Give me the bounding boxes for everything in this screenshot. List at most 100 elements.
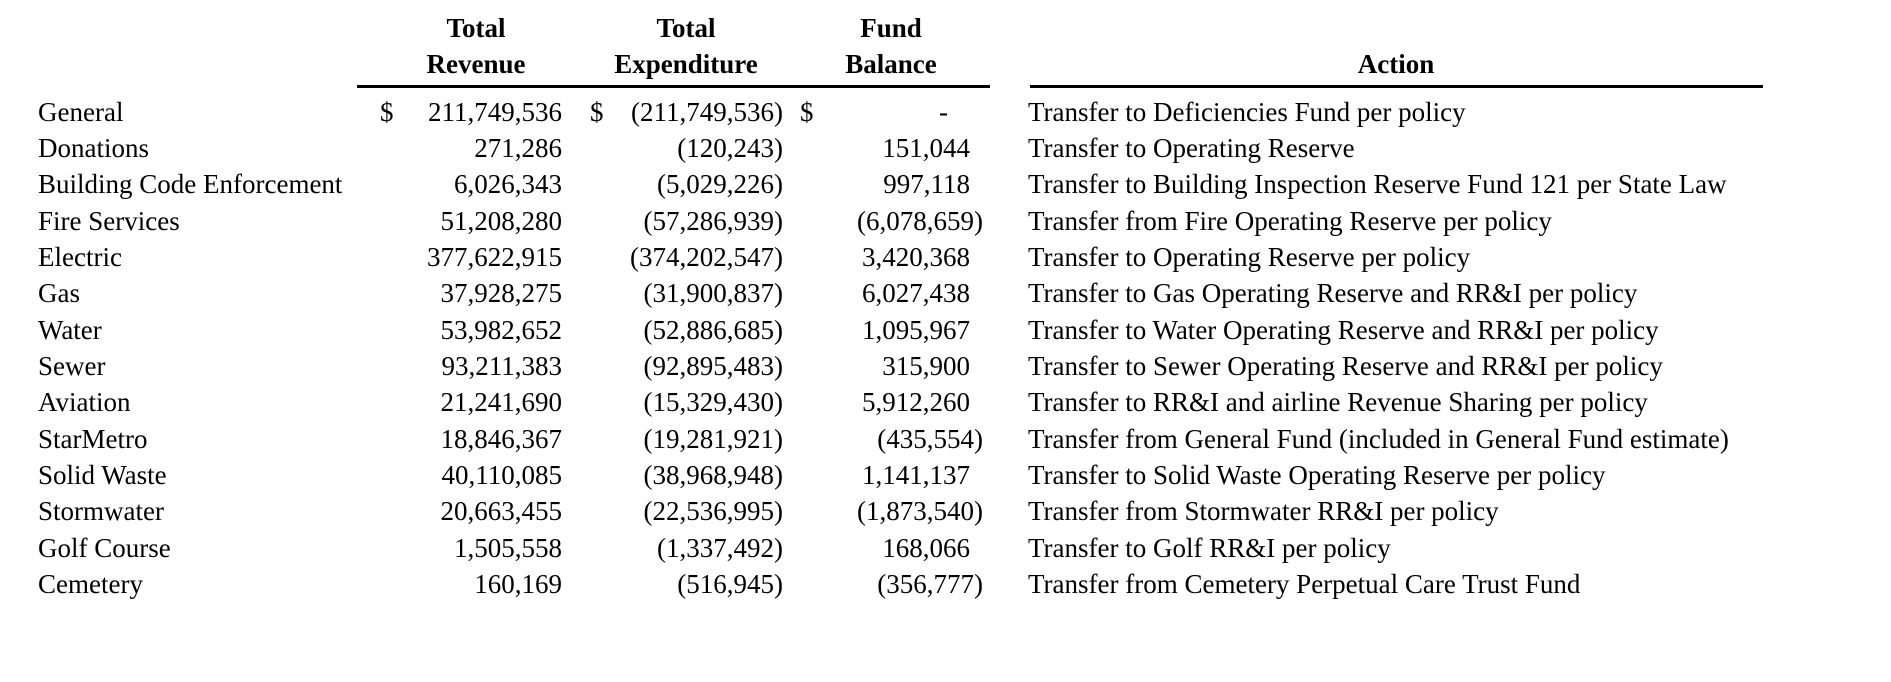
table-body: General $211,749,536 $ (211,749,536) $ - Trans… <box>0 94 1891 603</box>
revenue-cell: $211,749,536 <box>380 97 575 128</box>
table-row: Stormwater 20,663,455 (22,536,995) (1,873,5… <box>0 494 1891 530</box>
header-total-revenue-line2: Revenue <box>426 49 526 79</box>
expenditure-value: (120,243) <box>677 132 783 163</box>
revenue-value: 20,663,455 <box>440 496 563 527</box>
expenditure-value: (516,945) <box>677 568 783 599</box>
header-total-expenditure-line1: Total <box>656 13 716 43</box>
revenue-value: 18,846,367 <box>440 423 563 454</box>
table-row: General $211,749,536 $ (211,749,536) $ - Trans… <box>0 94 1891 130</box>
balance-value: (1,873,540) <box>857 496 983 527</box>
table-row: Cemetery 160,169 (516,945) (356,777) Transfe… <box>0 566 1891 602</box>
expenditure-cell: (57,286,939) <box>590 206 783 237</box>
revenue-value: 37,928,275 <box>440 278 563 309</box>
action-text: Transfer to Operating Reserve <box>1028 132 1355 163</box>
action-text: Transfer to Golf RR&I per policy <box>1028 532 1391 563</box>
expenditure-cell: (516,945) <box>590 569 783 600</box>
revenue-value: 21,241,690 <box>440 387 563 418</box>
revenue-value: 53,982,652 <box>440 314 563 345</box>
fund-name: Sewer <box>38 350 106 381</box>
fund-name: General <box>38 96 124 127</box>
balance-cell: 1,095,967 <box>800 315 983 346</box>
expenditure-value: (38,968,948) <box>643 459 783 490</box>
header-fund-balance: Fund Balance <box>731 10 1051 82</box>
balance-cell: (1,873,540) <box>800 496 983 527</box>
action-text: Transfer to Water Operating Reserve and … <box>1028 314 1659 345</box>
revenue-value: 1,505,558 <box>454 532 562 563</box>
revenue-cell: 18,846,367 <box>380 424 575 455</box>
action-text: Transfer from General Fund (included in … <box>1028 423 1729 454</box>
balance-cell: 315,900 <box>800 351 983 382</box>
revenue-value: 6,026,343 <box>454 169 562 200</box>
header-total-revenue-line1: Total <box>446 13 506 43</box>
action-text: Transfer from Cemetery Perpetual Care Tr… <box>1028 568 1581 599</box>
action-text: Transfer from Fire Operating Reserve per… <box>1028 205 1552 236</box>
expenditure-cell: (19,281,921) <box>590 424 783 455</box>
expenditure-cell: (5,029,226) <box>590 169 783 200</box>
action-text: Transfer to Deficiencies Fund per policy <box>1028 96 1466 127</box>
table-row: Gas 37,928,275 (31,900,837) 6,027,438 Transf… <box>0 276 1891 312</box>
fund-name: Solid Waste <box>38 459 167 490</box>
action-text: Transfer from Stormwater RR&I per policy <box>1028 496 1499 527</box>
balance-cell: 3,420,368 <box>800 242 983 273</box>
revenue-cell: 271,286 <box>380 133 575 164</box>
balance-value: 6,027,438 <box>862 278 970 309</box>
revenue-cell: 53,982,652 <box>380 315 575 346</box>
expenditure-cell: $ (211,749,536) <box>590 97 783 128</box>
expenditure-value: (15,329,430) <box>643 387 783 418</box>
table-row: Building Code Enforcement 6,026,343 (5,029… <box>0 167 1891 203</box>
balance-value: 1,095,967 <box>862 314 970 345</box>
expenditure-cell: (22,536,995) <box>590 496 783 527</box>
balance-cell: 151,044 <box>800 133 983 164</box>
table-row: StarMetro 18,846,367 (19,281,921) (435,554)… <box>0 421 1891 457</box>
fund-name: Stormwater <box>38 496 164 527</box>
action-text: Transfer to Operating Reserve per policy <box>1028 241 1471 272</box>
fund-name: Golf Course <box>38 532 171 563</box>
table-row: Sewer 93,211,383 (92,895,483) 315,900 Transf… <box>0 348 1891 384</box>
expenditure-cell: (31,900,837) <box>590 278 783 309</box>
balance-cell: 997,118 <box>800 169 983 200</box>
revenue-cell: 37,928,275 <box>380 278 575 309</box>
revenue-cell: 160,169 <box>380 569 575 600</box>
expenditure-value: (374,202,547) <box>630 241 783 272</box>
header-fund-balance-line2: Balance <box>845 49 937 79</box>
fund-name: Gas <box>38 278 80 309</box>
balance-value: (435,554) <box>877 423 983 454</box>
revenue-cell: 21,241,690 <box>380 387 575 418</box>
action-text: Transfer to Building Inspection Reserve … <box>1028 169 1727 200</box>
balance-cell: (6,078,659) <box>800 206 983 237</box>
balance-value: 997,118 <box>883 169 970 200</box>
header-total-expenditure-line2: Expenditure <box>614 49 758 79</box>
fund-name: Water <box>38 314 102 345</box>
header-underline-numbers <box>357 85 990 88</box>
expenditure-value: (5,029,226) <box>657 169 783 200</box>
currency-symbol: $ <box>800 96 814 127</box>
balance-value: 315,900 <box>882 350 970 381</box>
header-total-revenue: Total Revenue <box>316 10 636 82</box>
fund-name: Donations <box>38 132 149 163</box>
balance-cell: 168,066 <box>800 533 983 564</box>
balance-value: 1,141,137 <box>862 459 970 490</box>
header-underline-action <box>1030 85 1763 88</box>
balance-cell: 6,027,438 <box>800 278 983 309</box>
action-text: Transfer to Solid Waste Operating Reserv… <box>1028 459 1606 490</box>
expenditure-cell: (374,202,547) <box>590 242 783 273</box>
fund-name: StarMetro <box>38 423 148 454</box>
expenditure-value: (92,895,483) <box>643 350 783 381</box>
balance-cell: $ - <box>800 97 983 128</box>
expenditure-value: (31,900,837) <box>643 278 783 309</box>
balance-value: 5,912,260 <box>862 387 970 418</box>
expenditure-value: (57,286,939) <box>643 205 783 236</box>
revenue-value: 93,211,383 <box>441 350 563 381</box>
expenditure-cell: (92,895,483) <box>590 351 783 382</box>
expenditure-value: (19,281,921) <box>643 423 783 454</box>
balance-cell: (356,777) <box>800 569 983 600</box>
revenue-value: 271,286 <box>474 132 562 163</box>
header-total-expenditure: Total Expenditure <box>526 10 846 82</box>
expenditure-cell: (15,329,430) <box>590 387 783 418</box>
revenue-cell: 40,110,085 <box>380 460 575 491</box>
expenditure-cell: (38,968,948) <box>590 460 783 491</box>
balance-cell: 1,141,137 <box>800 460 983 491</box>
balance-cell: (435,554) <box>800 424 983 455</box>
table-row: Water 53,982,652 (52,886,685) 1,095,967 Tran… <box>0 312 1891 348</box>
